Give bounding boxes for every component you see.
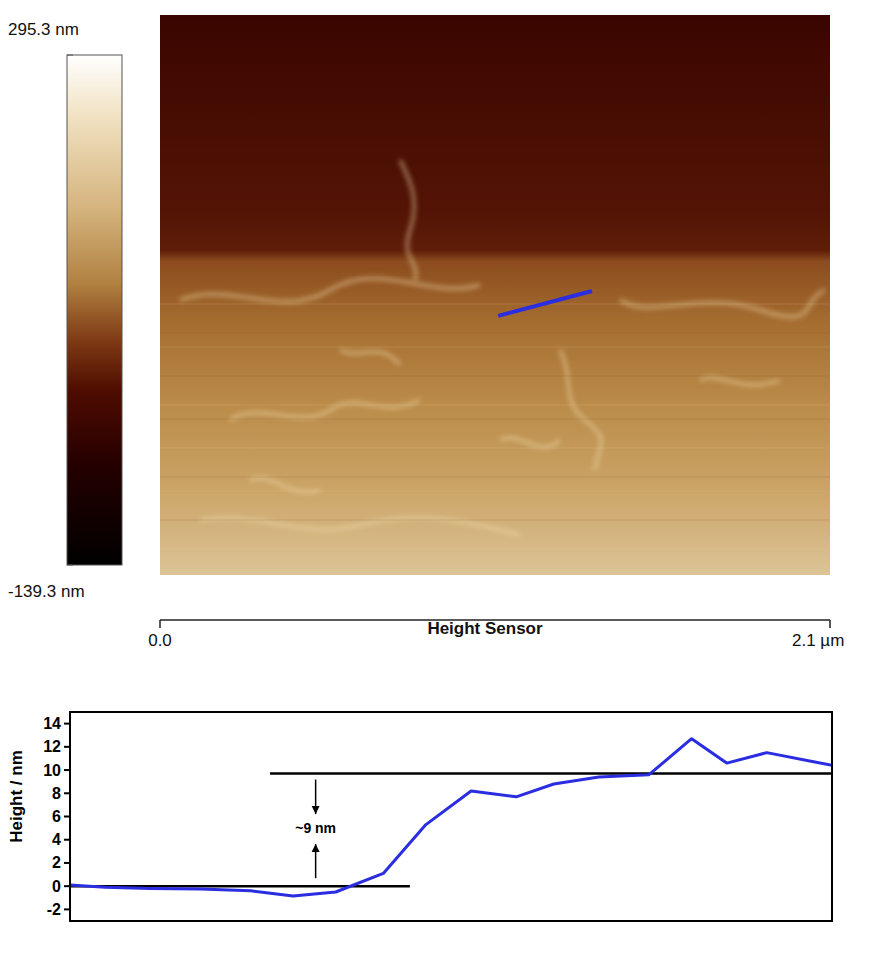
plot-area	[70, 739, 832, 896]
y-tick-label: -2	[47, 901, 61, 918]
y-tick-label: 6	[52, 808, 61, 825]
y-axis-title: Height / nm	[7, 750, 26, 843]
figure: 295.3 nm -139.3 nm 0.0 2.1 µm Height Sensor -…	[0, 0, 885, 958]
colorbar-label: -139.3 nm	[8, 582, 85, 601]
scan-line	[160, 376, 830, 377]
profile-line	[498, 291, 592, 316]
colorbar-tick	[67, 55, 73, 56]
scan-line	[160, 304, 830, 305]
scan-line	[160, 333, 830, 334]
scan-line	[160, 549, 830, 550]
y-tick-label: 8	[52, 785, 61, 802]
profile-curve	[70, 739, 832, 896]
scan-line	[160, 347, 830, 348]
scale-label: 0.0	[148, 631, 172, 650]
scan-line	[160, 477, 830, 478]
colorbar-tick	[67, 565, 73, 566]
scan-line	[160, 520, 830, 521]
y-tick-label: 14	[43, 715, 61, 732]
scan-line	[160, 405, 830, 406]
image-title: Height Sensor	[427, 619, 543, 638]
scan-line	[160, 419, 830, 420]
reference-line	[270, 772, 832, 775]
scan-line	[160, 491, 830, 492]
y-tick-label: 12	[43, 738, 61, 755]
colorbar-label: 295.3 nm	[8, 20, 79, 39]
arrow-head	[312, 806, 320, 814]
y-tick-label: 4	[52, 831, 61, 848]
scale-tick	[159, 620, 161, 628]
scale-label: 2.1 µm	[792, 631, 844, 650]
plot-frame	[70, 712, 832, 921]
annotation: ~9 nm	[295, 820, 336, 836]
afm-image	[160, 15, 830, 575]
y-tick-label: 2	[52, 854, 61, 871]
scan-line	[160, 275, 830, 276]
y-tick-label: 0	[52, 878, 61, 895]
scan-line	[160, 448, 830, 449]
colorbar	[67, 55, 122, 565]
y-tick-label: 10	[43, 762, 61, 779]
arrow-head	[312, 844, 320, 852]
scale-tick	[829, 620, 831, 628]
